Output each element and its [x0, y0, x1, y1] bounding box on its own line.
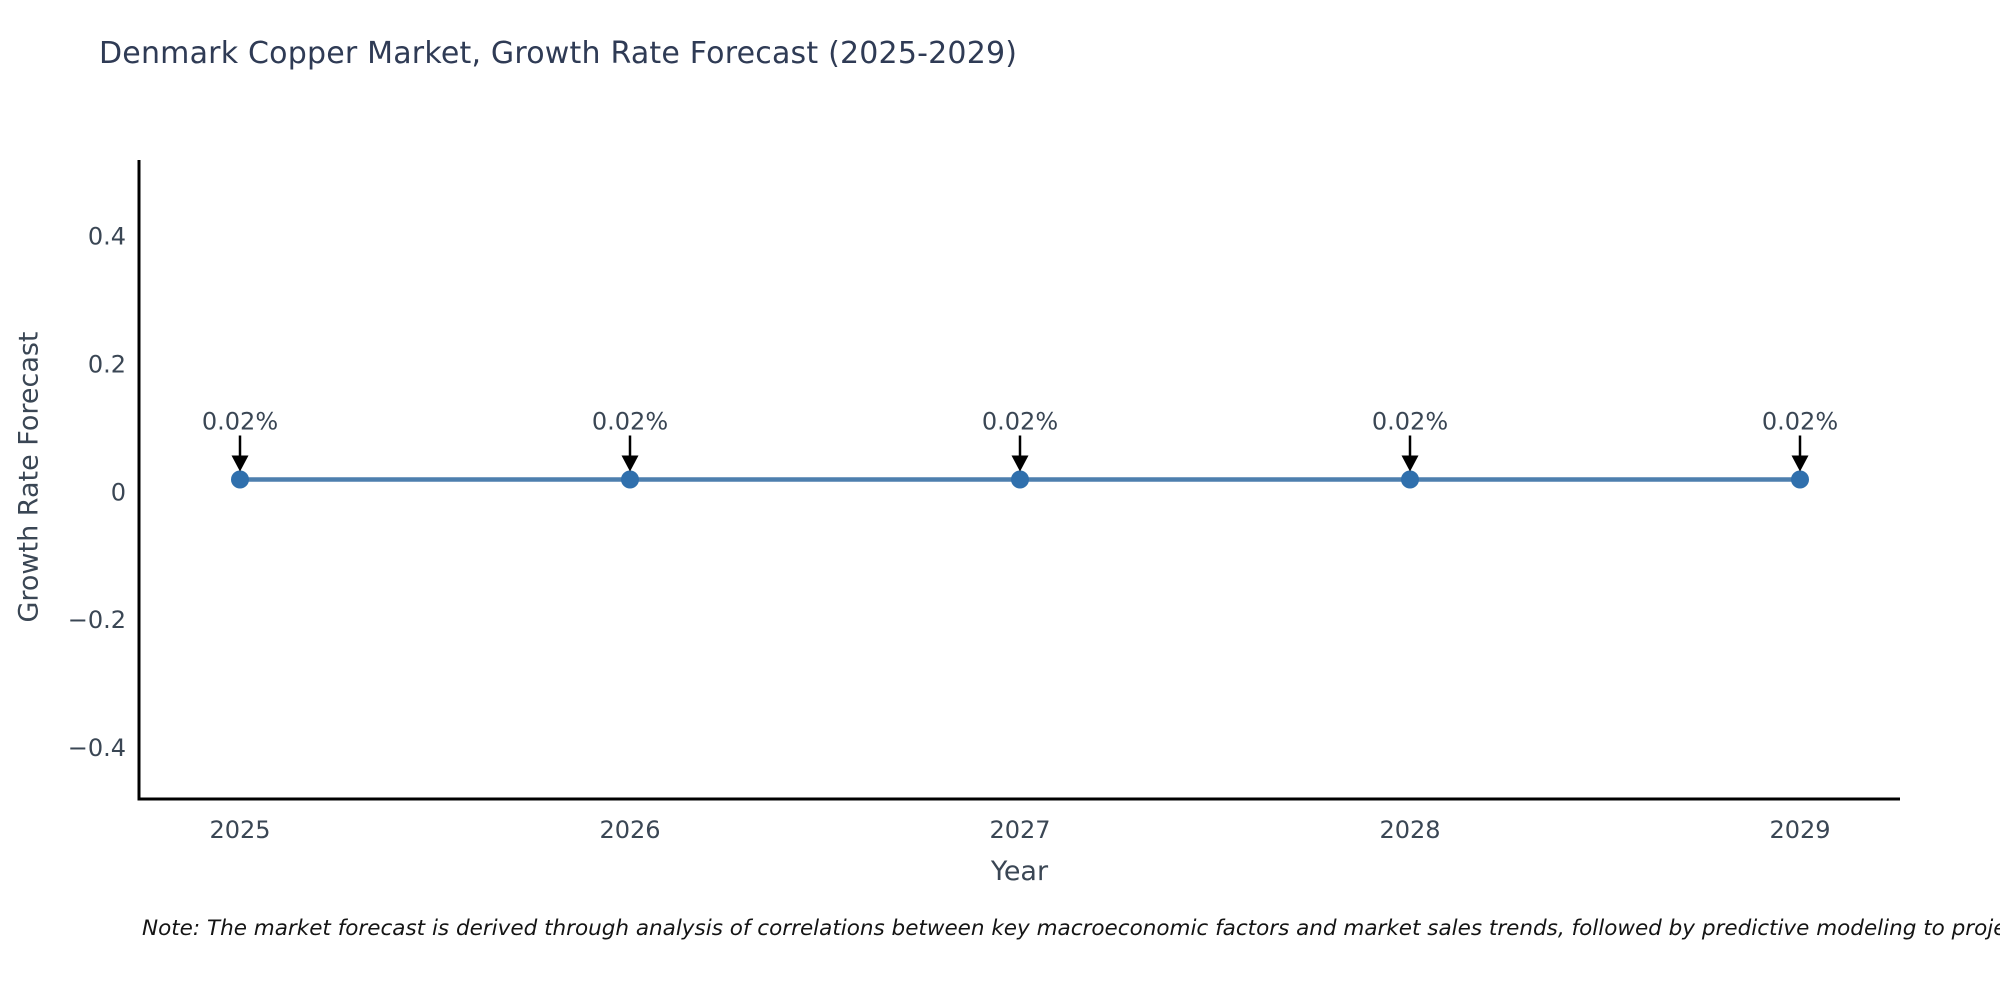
x-axis-title: Year: [990, 856, 1049, 887]
x-tick-label: 2026: [599, 816, 660, 844]
footnote: Note: The market forecast is derived thr…: [142, 916, 2000, 941]
y-tick-label: −0.4: [68, 734, 126, 762]
y-tick-label: 0: [111, 478, 126, 506]
x-tick-label: 2029: [1769, 816, 1830, 844]
x-tick-label: 2025: [209, 816, 270, 844]
data-point-marker: [231, 470, 249, 489]
annotation-arrow-head: [1011, 455, 1029, 472]
data-point-label: 0.02%: [1372, 408, 1448, 436]
data-point-label: 0.02%: [982, 408, 1058, 436]
data-point-label: 0.02%: [202, 408, 278, 436]
data-point-marker: [1791, 470, 1809, 489]
annotation-arrow-head: [1401, 455, 1419, 472]
y-tick-label: 0.2: [88, 350, 126, 378]
y-tick-label: −0.2: [68, 606, 126, 634]
annotation-arrow-head: [231, 455, 249, 472]
data-point-label: 0.02%: [592, 408, 668, 436]
data-point-marker: [1401, 470, 1419, 489]
data-point-marker: [621, 470, 639, 489]
data-point-label: 0.02%: [1762, 408, 1838, 436]
chart-title: Denmark Copper Market, Growth Rate Forec…: [99, 36, 1018, 71]
x-tick-label: 2027: [989, 816, 1050, 844]
y-tick-label: 0.4: [88, 223, 126, 251]
annotation-arrow-head: [621, 455, 639, 472]
annotation-arrow-head: [1791, 455, 1809, 472]
data-point-marker: [1011, 470, 1029, 489]
x-tick-label: 2028: [1379, 816, 1440, 844]
